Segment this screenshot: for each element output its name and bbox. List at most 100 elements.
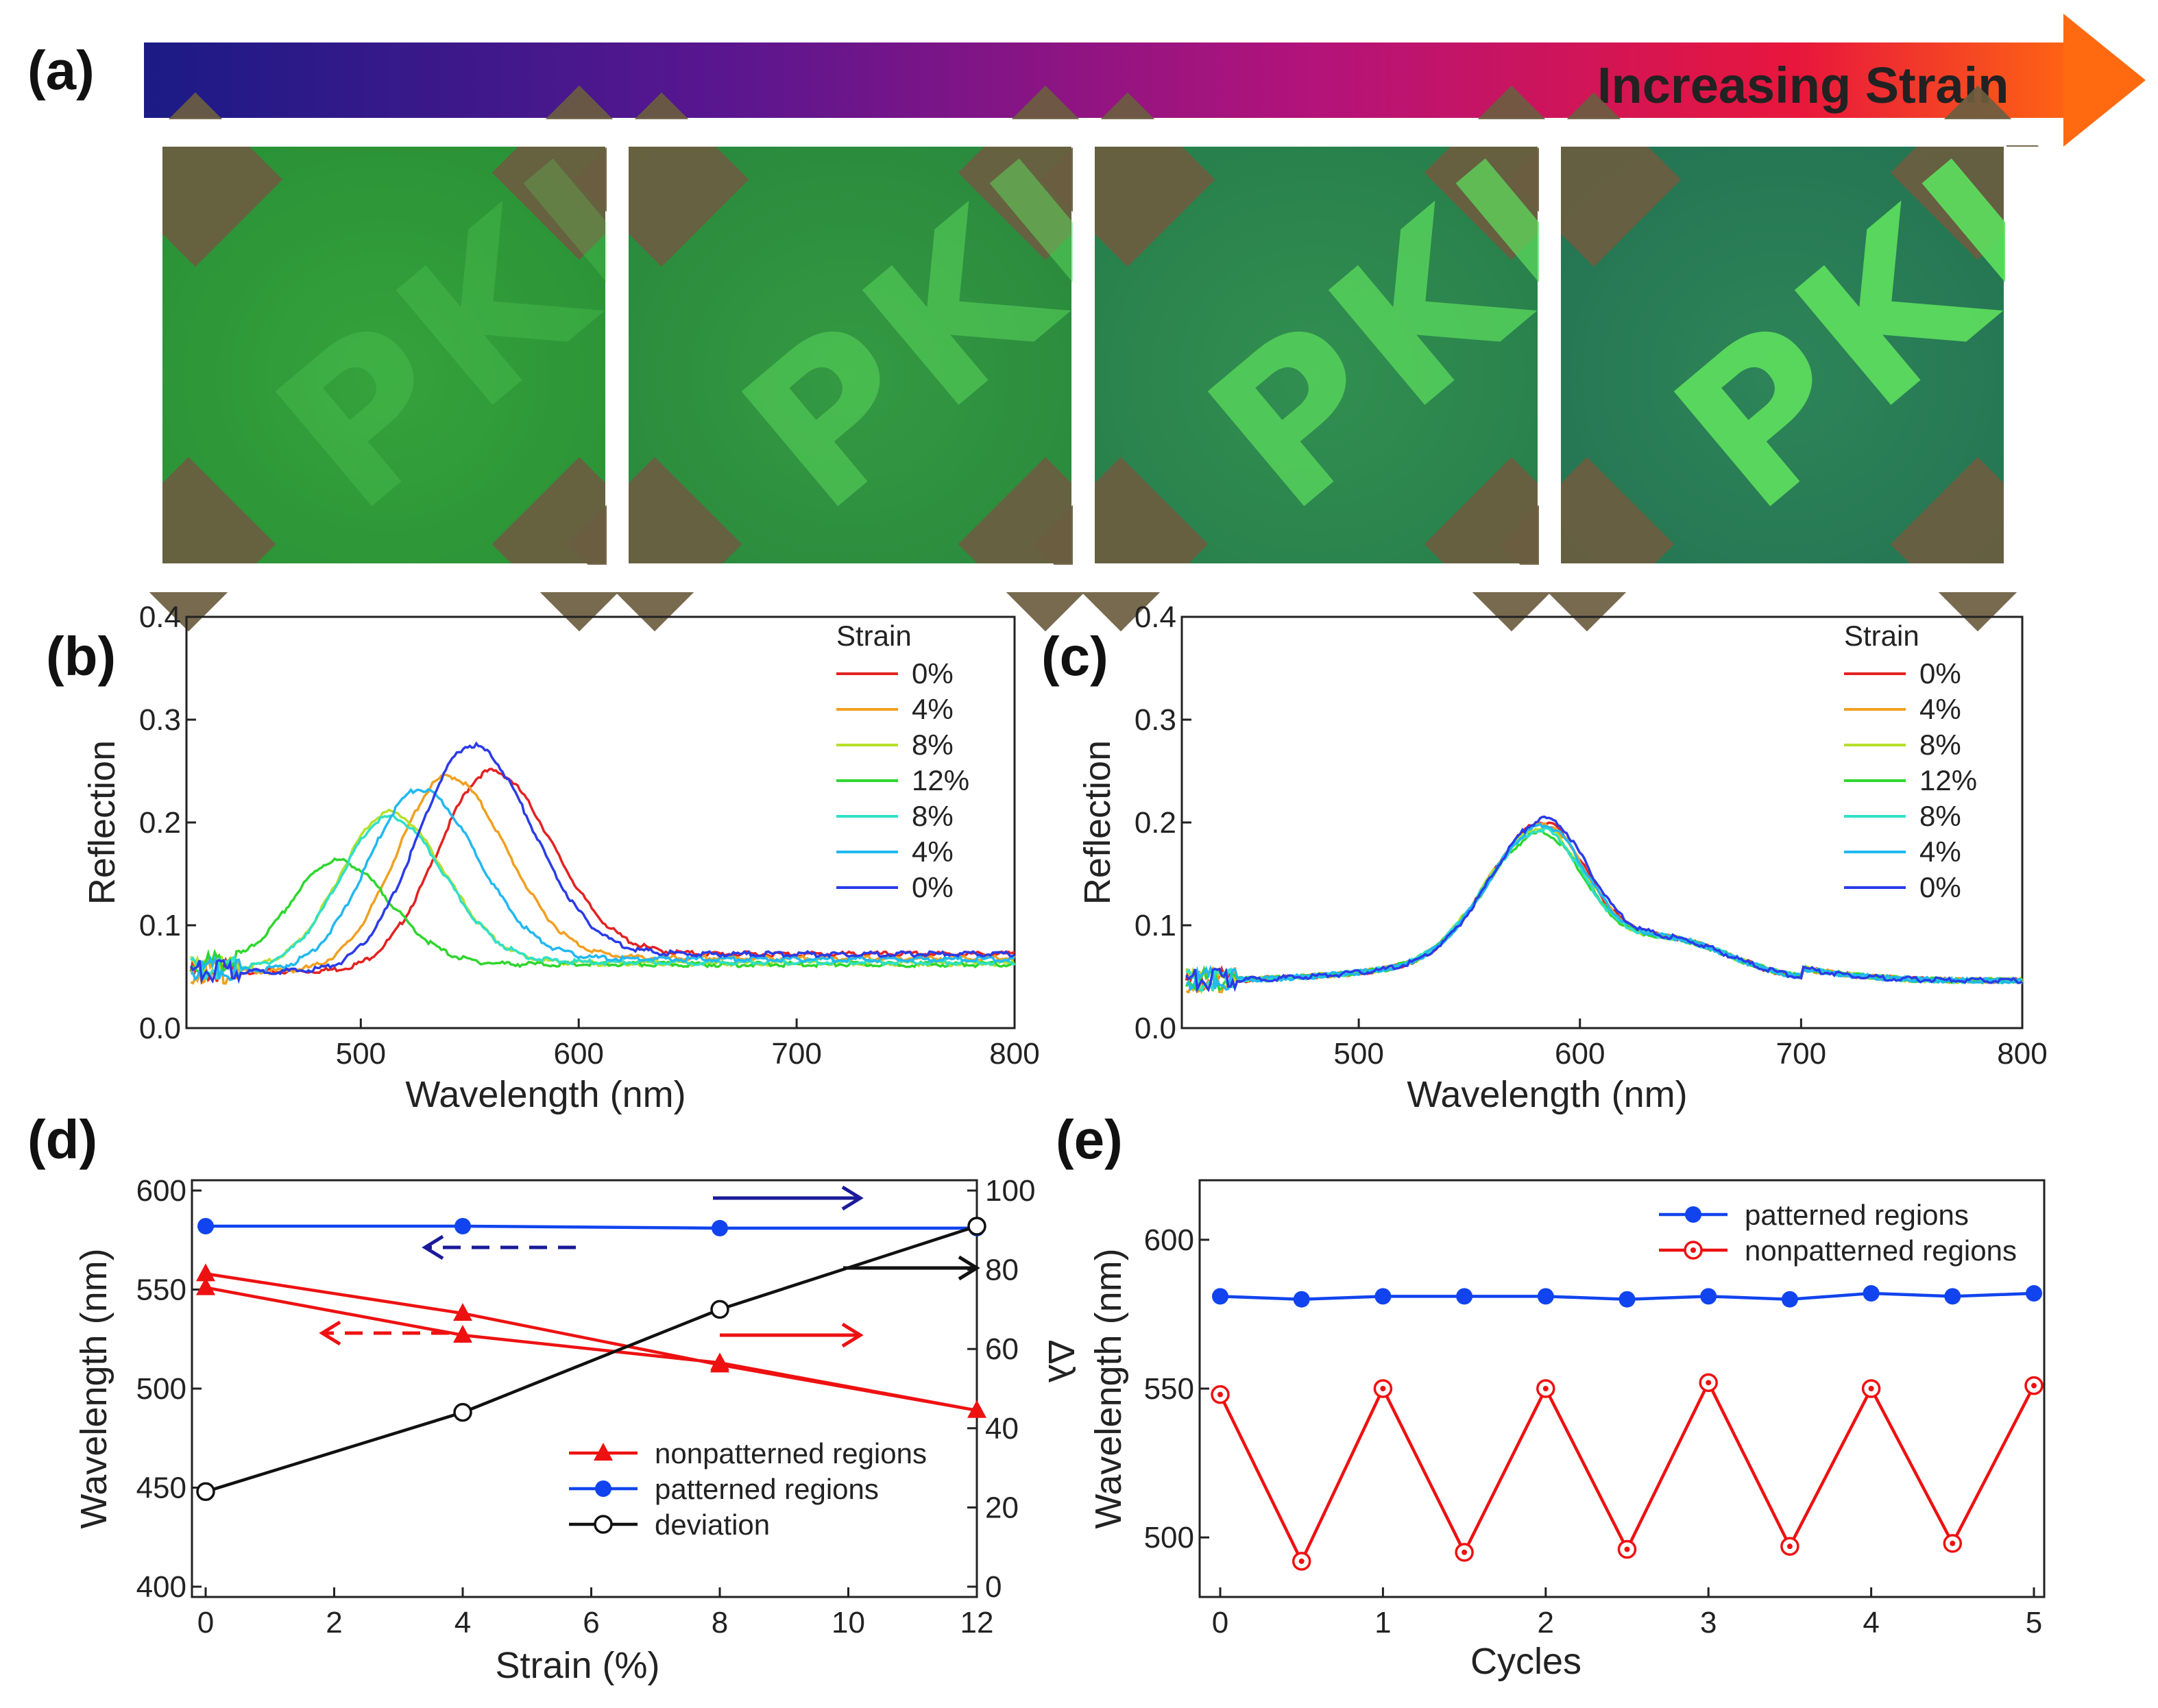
legend-title: Strain (836, 620, 912, 652)
x-tick-label: 1 (1374, 1606, 1391, 1639)
x-tick-label: 4 (454, 1606, 471, 1639)
panel-label: (c) (1041, 626, 1108, 687)
data-point (1618, 1291, 1636, 1308)
increasing-strain-text: Increasing Strain (1597, 57, 2009, 114)
legend-label: 12% (1919, 764, 1977, 796)
plot-frame (1180, 615, 2024, 1029)
arrow-forward-blue-head (841, 1185, 864, 1211)
y-tick-label: 0.1 (139, 909, 181, 942)
y-tick-label: 400 (136, 1570, 186, 1604)
legend-label: 0% (1919, 657, 1961, 690)
y-tick-label: 600 (1144, 1223, 1194, 1257)
y-tick-label: 550 (136, 1273, 186, 1307)
mask-gap (1073, 123, 1093, 583)
x-axis-label: Strain (%) (495, 1645, 659, 1686)
panel-label: (e) (1056, 1109, 1123, 1170)
legend-label: patterned regions (1745, 1199, 1969, 1231)
legend-label: 8% (912, 729, 954, 761)
data-point (1944, 1288, 1961, 1305)
y-tick-label: 0.1 (1135, 909, 1176, 942)
data-point (2026, 1285, 2042, 1302)
data-point (453, 1324, 472, 1343)
x-tick-label: 0 (197, 1606, 214, 1639)
y-axis-label: Reflection (82, 740, 123, 905)
legend-label: 8% (1919, 729, 1961, 761)
panel-label: (b) (46, 626, 116, 687)
data-point (196, 1482, 215, 1502)
y-tick-label: 0.0 (1135, 1012, 1176, 1045)
data-point (710, 1352, 729, 1371)
series-line (1218, 1379, 2035, 1565)
spectrum-line (190, 788, 1015, 981)
y-axis-label: Reflection (1077, 740, 1118, 905)
x-tick-label: 700 (771, 1037, 821, 1071)
data-point (595, 1480, 611, 1497)
data-point (712, 1219, 728, 1236)
panel-b: (b) 0.0 0.1 0.2 0.3 0.4 500 600 700 800 Wavelength… (46, 600, 1040, 1115)
legend-title: Strain (1844, 620, 1919, 652)
mask-right (2005, 147, 2158, 585)
mask-bottom (137, 565, 2158, 592)
y-tick-label: 0.2 (1135, 806, 1176, 840)
data-point-dot (1462, 1549, 1468, 1555)
x-tick-label: 0 (1212, 1606, 1228, 1639)
x-tick-label: 600 (553, 1037, 603, 1071)
data-point (453, 1303, 472, 1321)
legend-label: 0% (912, 657, 954, 690)
x-tick-label: 800 (989, 1037, 1039, 1071)
legend-label: deviation (655, 1509, 770, 1541)
y-tick-label: 0.0 (139, 1012, 181, 1045)
y-axis-label: Wavelength (nm) (1088, 1248, 1129, 1528)
mask-gap (1539, 123, 1560, 583)
y-right-axis-label: Δλ (1041, 1339, 1082, 1382)
panel-label: (d) (27, 1109, 97, 1170)
data-point (594, 1443, 613, 1461)
data-point-dot (1624, 1546, 1630, 1552)
x-tick-label: 6 (583, 1606, 599, 1639)
x-tick-label: 4 (1863, 1606, 1879, 1639)
y-tick-label: 500 (1144, 1521, 1194, 1554)
legend-label: 12% (912, 764, 969, 796)
data-point (1293, 1291, 1310, 1308)
data-point-dot (1380, 1386, 1386, 1391)
y-right-tick-label: 80 (985, 1254, 1019, 1287)
panel-c: (c) 0.0 0.1 0.2 0.3 0.4 500 600 700 800 Wavelength… (1041, 600, 2048, 1115)
arrow-back-red-head (319, 1320, 341, 1346)
x-tick-label: 600 (1555, 1037, 1605, 1071)
y-right-tick-label: 100 (985, 1174, 1035, 1208)
data-point (710, 1300, 729, 1319)
x-tick-label: 3 (1700, 1606, 1717, 1639)
panel-e: (e) 500 550 600 0 1 2 3 4 5 Cycles Wavelength (nm) p… (1056, 1109, 2046, 1682)
y-tick-label: 450 (136, 1472, 186, 1505)
data-point (1781, 1291, 1798, 1308)
data-point-dot (1786, 1544, 1793, 1550)
y-right-tick-label: 0 (985, 1570, 1002, 1604)
data-point (1863, 1285, 1880, 1302)
data-point (1212, 1288, 1228, 1305)
x-tick-label: 5 (2026, 1606, 2042, 1639)
x-tick-label: 700 (1776, 1037, 1826, 1071)
data-point-dot (1950, 1540, 1956, 1546)
y-tick-label: 550 (1144, 1372, 1194, 1406)
spectrum-line (190, 773, 1016, 985)
y-tick-label: 500 (136, 1372, 186, 1406)
data-point (1456, 1288, 1473, 1305)
y-tick-label: 0.2 (139, 806, 181, 840)
x-tick-label: 2 (1538, 1606, 1554, 1639)
panel-a-label: (a) (27, 40, 95, 101)
data-point (967, 1400, 986, 1418)
arrow-forward-black-head (958, 1255, 980, 1281)
y-tick-label: 0.4 (139, 600, 181, 634)
data-point-dot (1217, 1391, 1223, 1398)
mask-gap (607, 123, 627, 583)
legend-label: 4% (1919, 835, 1961, 868)
data-point (196, 1263, 215, 1282)
x-tick-label: 800 (1997, 1037, 2047, 1071)
y-right-tick-label: 20 (985, 1491, 1019, 1524)
data-point-dot (1706, 1380, 1712, 1386)
data-point (967, 1217, 986, 1236)
x-axis-label: Wavelength (nm) (1407, 1074, 1687, 1115)
legend-label: 8% (1919, 800, 1961, 832)
x-tick-label: 10 (832, 1606, 865, 1639)
